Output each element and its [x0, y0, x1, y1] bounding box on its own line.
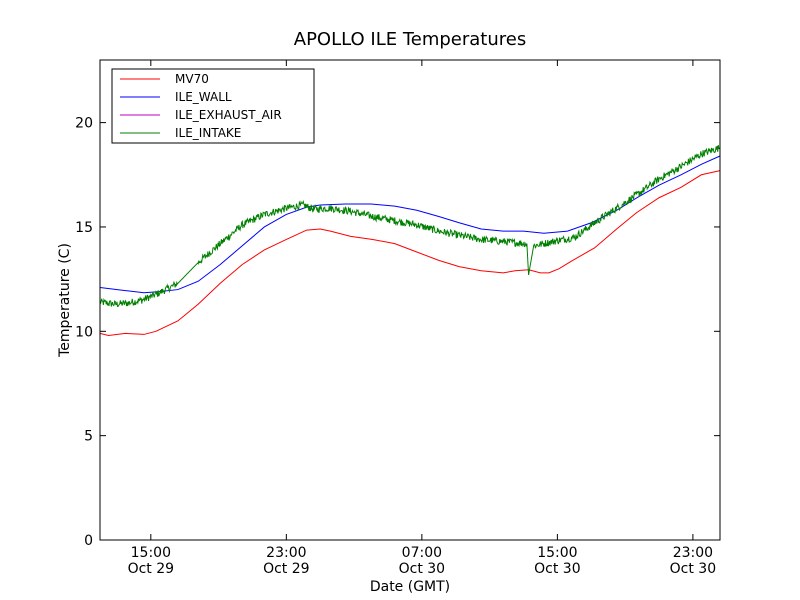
x-tick-label-time: 23:00: [266, 545, 306, 561]
chart-title: APOLLO ILE Temperatures: [294, 29, 526, 50]
legend-label: MV70: [175, 72, 209, 86]
x-tick-label-date: Oct 30: [670, 561, 716, 577]
x-tick-label-date: Oct 30: [534, 561, 580, 577]
series-line-mv70: [99, 170, 721, 336]
series-group: [99, 145, 721, 336]
y-tick-label: 5: [84, 429, 93, 445]
legend-label: ILE_WALL: [175, 90, 232, 104]
legend-label: ILE_EXHAUST_AIR: [175, 108, 282, 122]
plot-frame: [99, 59, 721, 541]
x-tick-label-date: Oct 30: [399, 561, 445, 577]
y-axis-ticks: 0 5 10 15 20: [75, 116, 720, 549]
x-tick-label-time: 23:00: [673, 545, 713, 561]
legend-label: ILE_INTAKE: [175, 126, 241, 140]
legend-entries: MV70 ILE_WALL ILE_EXHAUST_AIR ILE_INTAKE: [120, 72, 282, 140]
series-line-ile-intake: [99, 145, 721, 307]
x-tick-label-date: Oct 29: [263, 561, 309, 577]
y-tick-label: 10: [75, 324, 93, 340]
x-tick-label-time: 15:00: [537, 545, 577, 561]
y-tick-label: 15: [75, 220, 93, 236]
legend: MV70 ILE_WALL ILE_EXHAUST_AIR ILE_INTAKE: [111, 68, 315, 144]
y-tick-label: 20: [75, 116, 93, 132]
x-tick-label-time: 15:00: [131, 545, 171, 561]
y-tick-label: 0: [84, 533, 93, 549]
x-axis-title: Date (GMT): [370, 579, 450, 595]
x-tick-label-time: 07:00: [402, 545, 442, 561]
x-tick-label-date: Oct 29: [128, 561, 174, 577]
legend-box: [111, 68, 315, 144]
y-axis-title: Temperature (C): [57, 243, 73, 358]
